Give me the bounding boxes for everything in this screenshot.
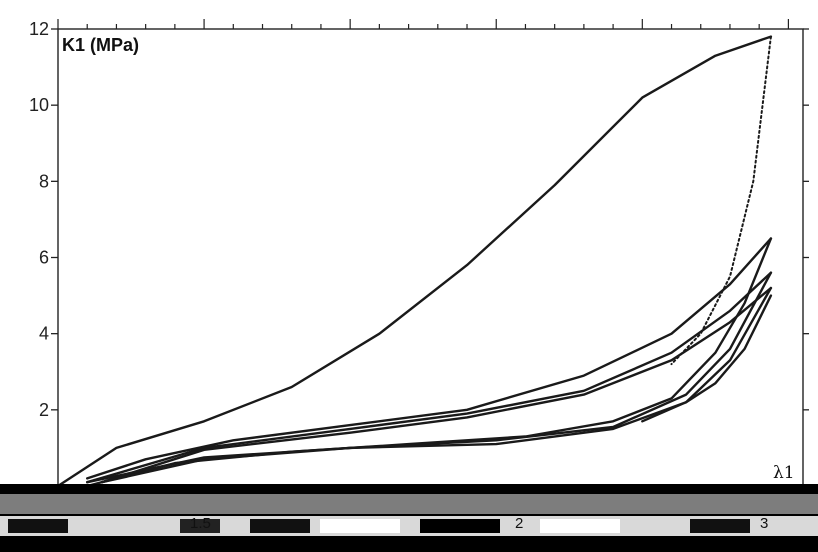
scan-artifact-gray: [0, 494, 818, 514]
x-tick-label: 3: [760, 515, 769, 532]
x-tick-marks: [57, 19, 789, 496]
scan-artifact-block: [540, 519, 620, 533]
series-line: [56, 35, 773, 488]
scan-artifact-block: [250, 519, 310, 533]
x-axis-label: λ1: [773, 463, 795, 483]
y-tick-label: 10: [29, 95, 49, 115]
series-line: [100, 286, 773, 484]
scan-artifact-block: [320, 519, 400, 533]
scanned-x-axis-band: 1.5 2 3: [0, 484, 818, 552]
scan-artifact-block: [180, 519, 220, 533]
data-series: [56, 35, 773, 488]
series-line: [641, 294, 773, 423]
scan-artifact-block: [420, 519, 500, 533]
series-line: [86, 271, 773, 484]
series-line: [86, 237, 773, 480]
y-tick-label: 12: [29, 19, 49, 39]
y-tick-label: 6: [39, 248, 49, 268]
series-line: [670, 35, 772, 366]
scan-artifact-block: [8, 519, 68, 533]
y-tick-label: 2: [39, 400, 49, 420]
series-line: [86, 271, 773, 484]
scan-artifact-block: [690, 519, 750, 533]
y-axis-label: K1 (MPa): [62, 35, 139, 55]
x-tick-label: 1.5: [190, 515, 211, 532]
series-line: [100, 286, 773, 484]
y-axis-ticks: 2 4 6 8 10 12: [29, 19, 809, 487]
x-tick-label: 2: [515, 515, 524, 532]
y-tick-label: 8: [39, 171, 49, 191]
y-tick-label: 4: [39, 324, 49, 344]
